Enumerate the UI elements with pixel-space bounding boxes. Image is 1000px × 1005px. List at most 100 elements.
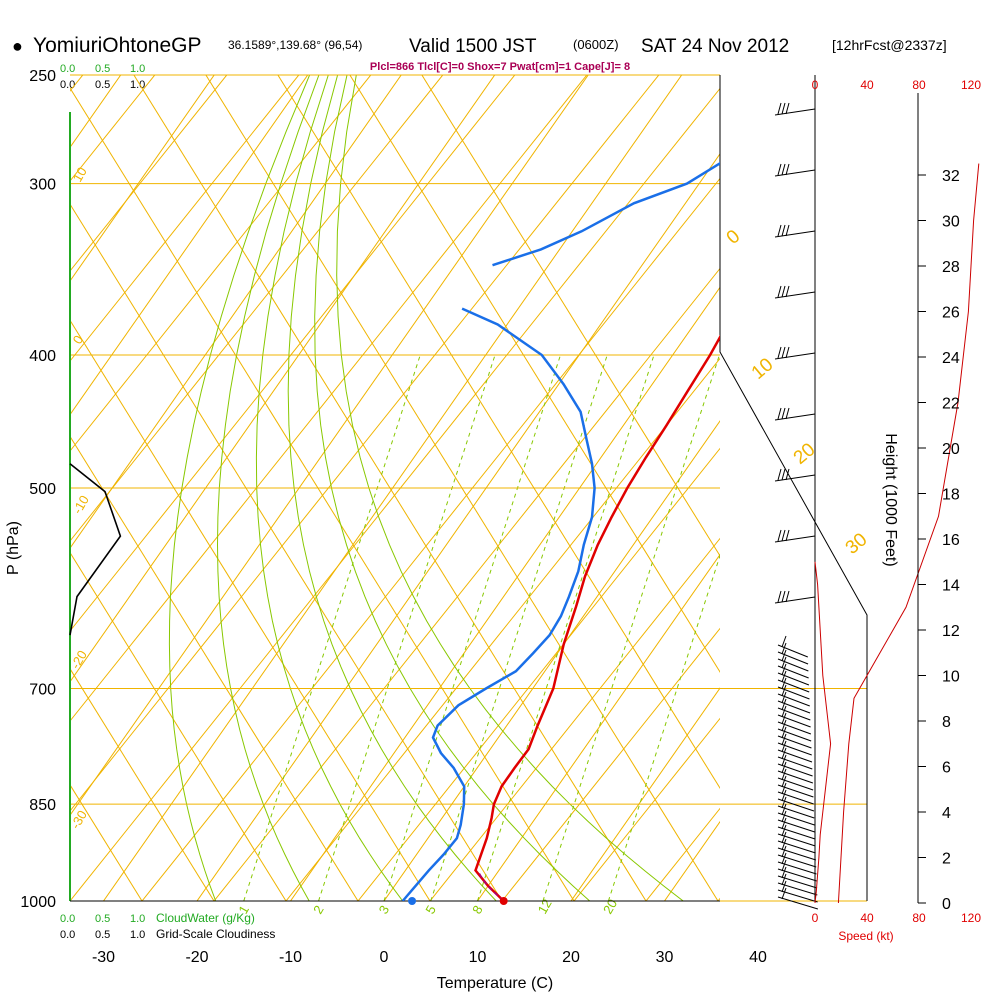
wind-barb-flag <box>781 649 787 662</box>
cloudiness-label: Grid-Scale Cloudiness <box>156 927 275 941</box>
cloudwater-label: CloudWater (g/Kg) <box>156 911 255 925</box>
wind-barb-staff <box>777 707 811 721</box>
wind-barb-staff <box>777 728 812 742</box>
wind-barb-staff <box>777 770 814 784</box>
pressure-axis-title: P (hPa) <box>5 521 22 575</box>
speed-tick-label: 40 <box>860 911 874 925</box>
wind-barb-staff <box>777 798 815 812</box>
dry-adiabat-b <box>133 75 647 901</box>
dry-adiabat-b <box>70 667 215 901</box>
dry-adiabat <box>70 75 372 452</box>
isotherm <box>289 286 720 901</box>
wind-barb-staff <box>774 169 816 177</box>
temperature-tick-label: -30 <box>92 949 115 966</box>
dry-adiabat <box>70 75 516 632</box>
temperature-tick-label: -20 <box>185 949 208 966</box>
wind-barb-flag <box>777 468 782 481</box>
dry-adiabat <box>0 1 70 901</box>
wind-barb-flag <box>781 873 787 886</box>
wind-barb-flag <box>781 810 787 823</box>
wind-barb-flag <box>785 285 790 298</box>
header-bullet-icon: ● <box>12 36 23 56</box>
mixing-ratio-line <box>383 354 561 901</box>
stability-indices: Plcl=866 Tlcl[C]=0 Shox=7 Pwat[cm]=1 Cap… <box>370 61 630 73</box>
temperature-axis-title: Temperature (C) <box>437 975 553 992</box>
mixing-ratio-labels: 1 2 3 5 8 12 20 <box>235 896 620 916</box>
wind-barb-staff <box>777 742 812 756</box>
wind-barb-flag <box>781 407 786 420</box>
moist-adiabat <box>216 75 320 901</box>
speed-tick-label: 0 <box>812 78 819 92</box>
wind-barb-flag <box>781 796 787 809</box>
dry-adiabat-label: -10 <box>70 493 92 517</box>
wind-barb-flag <box>781 887 787 900</box>
wind-barb-flag <box>781 831 787 844</box>
wind-barb-flag <box>781 529 786 542</box>
dry-adiabat <box>70 75 588 722</box>
wind-barb-flag <box>777 529 782 542</box>
cloud-tick-label: 0.0 <box>60 929 75 941</box>
wind-barb-flag <box>777 407 782 420</box>
pressure-tick-label: 250 <box>29 68 56 85</box>
wind-barb-flag <box>781 845 787 858</box>
wind-barb-flag <box>781 817 787 830</box>
speed-axis-title: Speed (kt) <box>838 929 893 943</box>
wind-barb-flag <box>781 642 787 655</box>
cloud-tick-label: 1.0 <box>130 63 145 75</box>
wind-barb-flag <box>781 656 787 669</box>
wind-barb-staff <box>774 291 816 299</box>
wind-barb-flag <box>777 285 782 298</box>
temperature-tick-label: -10 <box>279 949 302 966</box>
dry-adiabat-lines <box>0 1 720 901</box>
dry-adiabat-b <box>349 75 720 673</box>
isotherm <box>70 75 496 683</box>
isotherm <box>383 420 720 901</box>
dry-adiabat <box>213 267 720 901</box>
station-coords: 36.1589°,139.68° (96,54) <box>228 38 362 52</box>
wind-barb-staff <box>777 665 809 679</box>
surface-temperature-point <box>499 897 508 905</box>
wind-barb-staff <box>777 721 812 735</box>
mixing-ratio-label: 3 <box>376 903 393 917</box>
plot-right-boundary <box>719 75 868 901</box>
dry-adiabat-label: 0 <box>723 226 745 249</box>
wind-barb-flag <box>781 705 787 718</box>
cloud-tick-label: 0.5 <box>95 63 110 75</box>
cloud-tick-label: 1.0 <box>130 929 145 941</box>
wind-barb-staff <box>774 474 816 482</box>
dewpoint-line <box>401 307 596 901</box>
dry-adiabat <box>285 357 720 901</box>
isotherm <box>476 553 720 901</box>
wind-barb-flag <box>785 407 790 420</box>
dry-adiabat <box>70 75 660 812</box>
pressure-tick-label: 400 <box>29 348 56 365</box>
moist-adiabat <box>287 75 497 901</box>
height-tick-label: 24 <box>942 350 960 367</box>
wind-barb-staff <box>774 108 816 116</box>
wind-barb-flag <box>781 838 787 851</box>
wind-barb-staff <box>777 644 808 658</box>
pressure-tick-label: 700 <box>29 681 56 698</box>
pressure-tick-label: 500 <box>29 481 56 498</box>
isotherm <box>70 75 589 817</box>
height-tick-label: 2 <box>942 851 951 868</box>
cloud-tick-label: 0.0 <box>60 913 75 925</box>
wind-barb-staff <box>774 352 816 360</box>
moist-adiabat-lines <box>168 75 684 901</box>
wind-barb-staff <box>774 230 816 238</box>
mixing-ratio-label: 20 <box>600 896 620 916</box>
wind-barb-flag <box>785 346 790 359</box>
wind-barb-flag <box>781 803 787 816</box>
wind-barb-flag <box>781 346 786 359</box>
cloud-tick-label: 0.5 <box>95 929 110 941</box>
wind-speed-profile-upper <box>837 163 980 904</box>
utc-time: (0600Z) <box>573 37 619 52</box>
isotherm <box>70 75 122 149</box>
mixing-ratio-label: 5 <box>422 903 439 917</box>
wind-barb-flag <box>781 852 787 865</box>
wind-barb-staff <box>777 896 819 910</box>
wind-barb-flag <box>777 590 782 603</box>
dry-adiabat <box>70 75 300 362</box>
